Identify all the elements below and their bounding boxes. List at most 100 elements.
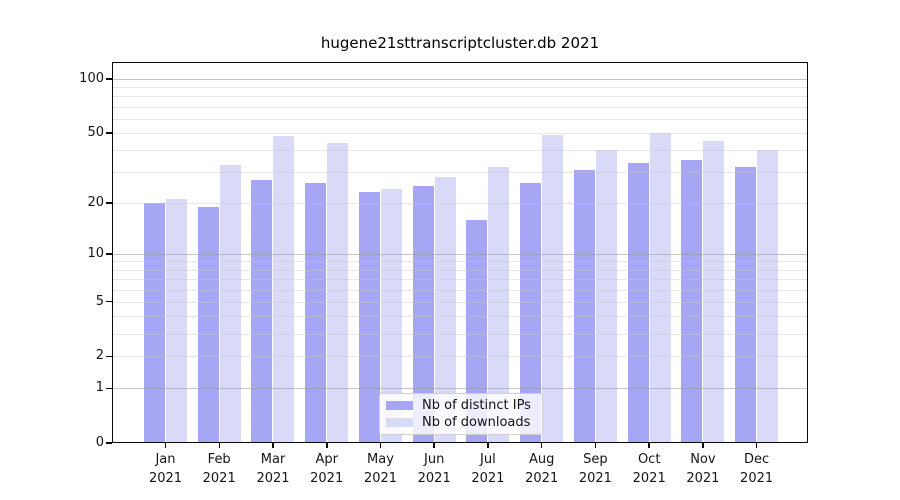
x-tick-year-may: 2021 [363,471,398,486]
bar-downloads-oct [649,132,671,443]
y-tick-label-100: 100 [79,71,104,86]
bar-downloads-dec [757,150,779,443]
x-tick-feb [218,443,220,448]
x-tick-label-feb: Feb 2021 [187,450,251,488]
gridline-y-2 [112,356,808,358]
x-tick-label-dec: Dec 2021 [725,450,789,488]
x-tick-year-apr: 2021 [310,471,344,486]
legend-label-downloads: Nb of downloads [422,415,531,430]
x-tick-sep [594,443,597,448]
distinct-ips-swatch-icon [386,401,413,410]
gridline-y-7 [112,279,808,280]
gridline-y-3 [112,333,808,335]
gridline-y-70 [112,106,808,108]
x-tick-year-jan: 2021 [148,471,183,486]
y-tick-5 [106,300,112,303]
y-tick-0 [106,442,112,444]
gridline-y-4 [112,316,808,318]
x-tick-mar [272,443,274,448]
bar-distinct-ips-dec [735,167,757,443]
bar-distinct-ips-nov [681,160,703,443]
x-tick-label-jan: Jan 2021 [134,450,198,488]
x-tick-year-jun: 2021 [417,471,451,486]
x-tick-may [379,443,382,448]
y-tick-label-20: 20 [87,194,104,210]
bar-downloads-sep [595,150,617,443]
y-tick-label-2: 2 [95,348,104,364]
legend-entry-downloads: Nb of downloads [380,415,542,430]
bar-downloads-may [380,189,402,443]
gridline-y-1 [112,388,808,390]
gridline-y-9 [112,261,808,263]
gridline-y-100 [112,79,808,80]
y-tick-label-5: 5 [95,293,104,309]
gridline-y-60 [112,118,808,120]
bar-downloads-feb [219,164,241,443]
gridline-y-80 [112,96,808,98]
y-tick-1 [106,387,112,390]
bar-distinct-ips-oct [627,162,649,443]
y-tick-label-10: 10 [87,245,104,261]
x-tick-year-mar: 2021 [256,471,290,486]
x-tick-year-sep: 2021 [578,471,612,486]
bar-downloads-mar [273,136,295,443]
downloads-swatch-icon [386,418,413,427]
gridline-y-5 [112,301,808,303]
x-tick-aug [540,443,543,448]
y-tick-10 [106,253,112,255]
bar-distinct-ips-may [358,192,380,443]
x-tick-label-jun: Jun 2021 [402,450,466,488]
chart-title: hugene21sttranscriptcluster.db 2021 [320,34,600,52]
y-tick-20 [106,202,112,204]
y-tick-label-1: 1 [95,380,104,396]
bar-distinct-ips-jun [412,186,434,443]
x-tick-year-oct: 2021 [632,471,666,486]
gridline-y-30 [112,172,808,174]
x-tick-year-aug: 2021 [525,471,559,486]
gridline-y-40 [112,150,808,152]
x-tick-label-aug: Aug 2021 [510,450,574,488]
x-tick-label-oct: Oct 2021 [617,450,681,488]
y-tick-label-50: 50 [87,124,104,140]
bar-distinct-ips-feb [197,206,219,443]
gridline-y-8 [112,269,808,271]
plot-area [112,62,808,443]
bar-distinct-ips-aug [520,183,542,443]
bar-distinct-ips-mar [251,180,273,443]
y-tick-50 [106,132,112,134]
bar-downloads-jan [166,199,187,443]
bar-downloads-apr [327,142,349,443]
bar-distinct-ips-apr [305,183,327,443]
x-tick-dec [755,443,758,448]
bar-downloads-aug [542,134,564,443]
legend: Nb of distinct IPs Nb of downloads [379,393,543,435]
x-tick-label-apr: Apr 2021 [295,450,359,488]
x-tick-year-nov: 2021 [686,471,720,486]
x-tick-label-nov: Nov 2021 [671,450,735,488]
x-tick-jan [164,443,167,448]
gridline-y-20 [112,202,808,204]
x-tick-apr [326,443,328,448]
x-tick-label-may: May 2021 [349,450,413,488]
y-tick-100 [106,78,112,80]
bar-distinct-ips-jul [466,219,488,443]
bar-distinct-ips-sep [573,169,595,443]
legend-label-distinct-ips: Nb of distinct IPs [422,398,531,413]
x-tick-year-jul: 2021 [471,471,505,486]
bar-distinct-ips-jan [144,202,165,443]
x-tick-label-mar: Mar 2021 [241,450,305,488]
x-tick-jun [433,443,435,448]
bar-downloads-jul [488,167,510,443]
x-tick-oct [648,443,650,448]
x-tick-year-feb: 2021 [202,471,236,486]
x-tick-label-jul: Jul 2021 [456,450,520,488]
y-tick-2 [106,355,112,358]
gridline-y-10 [112,253,808,255]
gridline-y-50 [112,132,808,134]
bar-downloads-jun [434,177,456,443]
gridline-y-6 [112,289,808,291]
bar-downloads-nov [703,141,725,443]
y-tick-label-0: 0 [95,435,104,450]
x-tick-jul [487,443,489,448]
